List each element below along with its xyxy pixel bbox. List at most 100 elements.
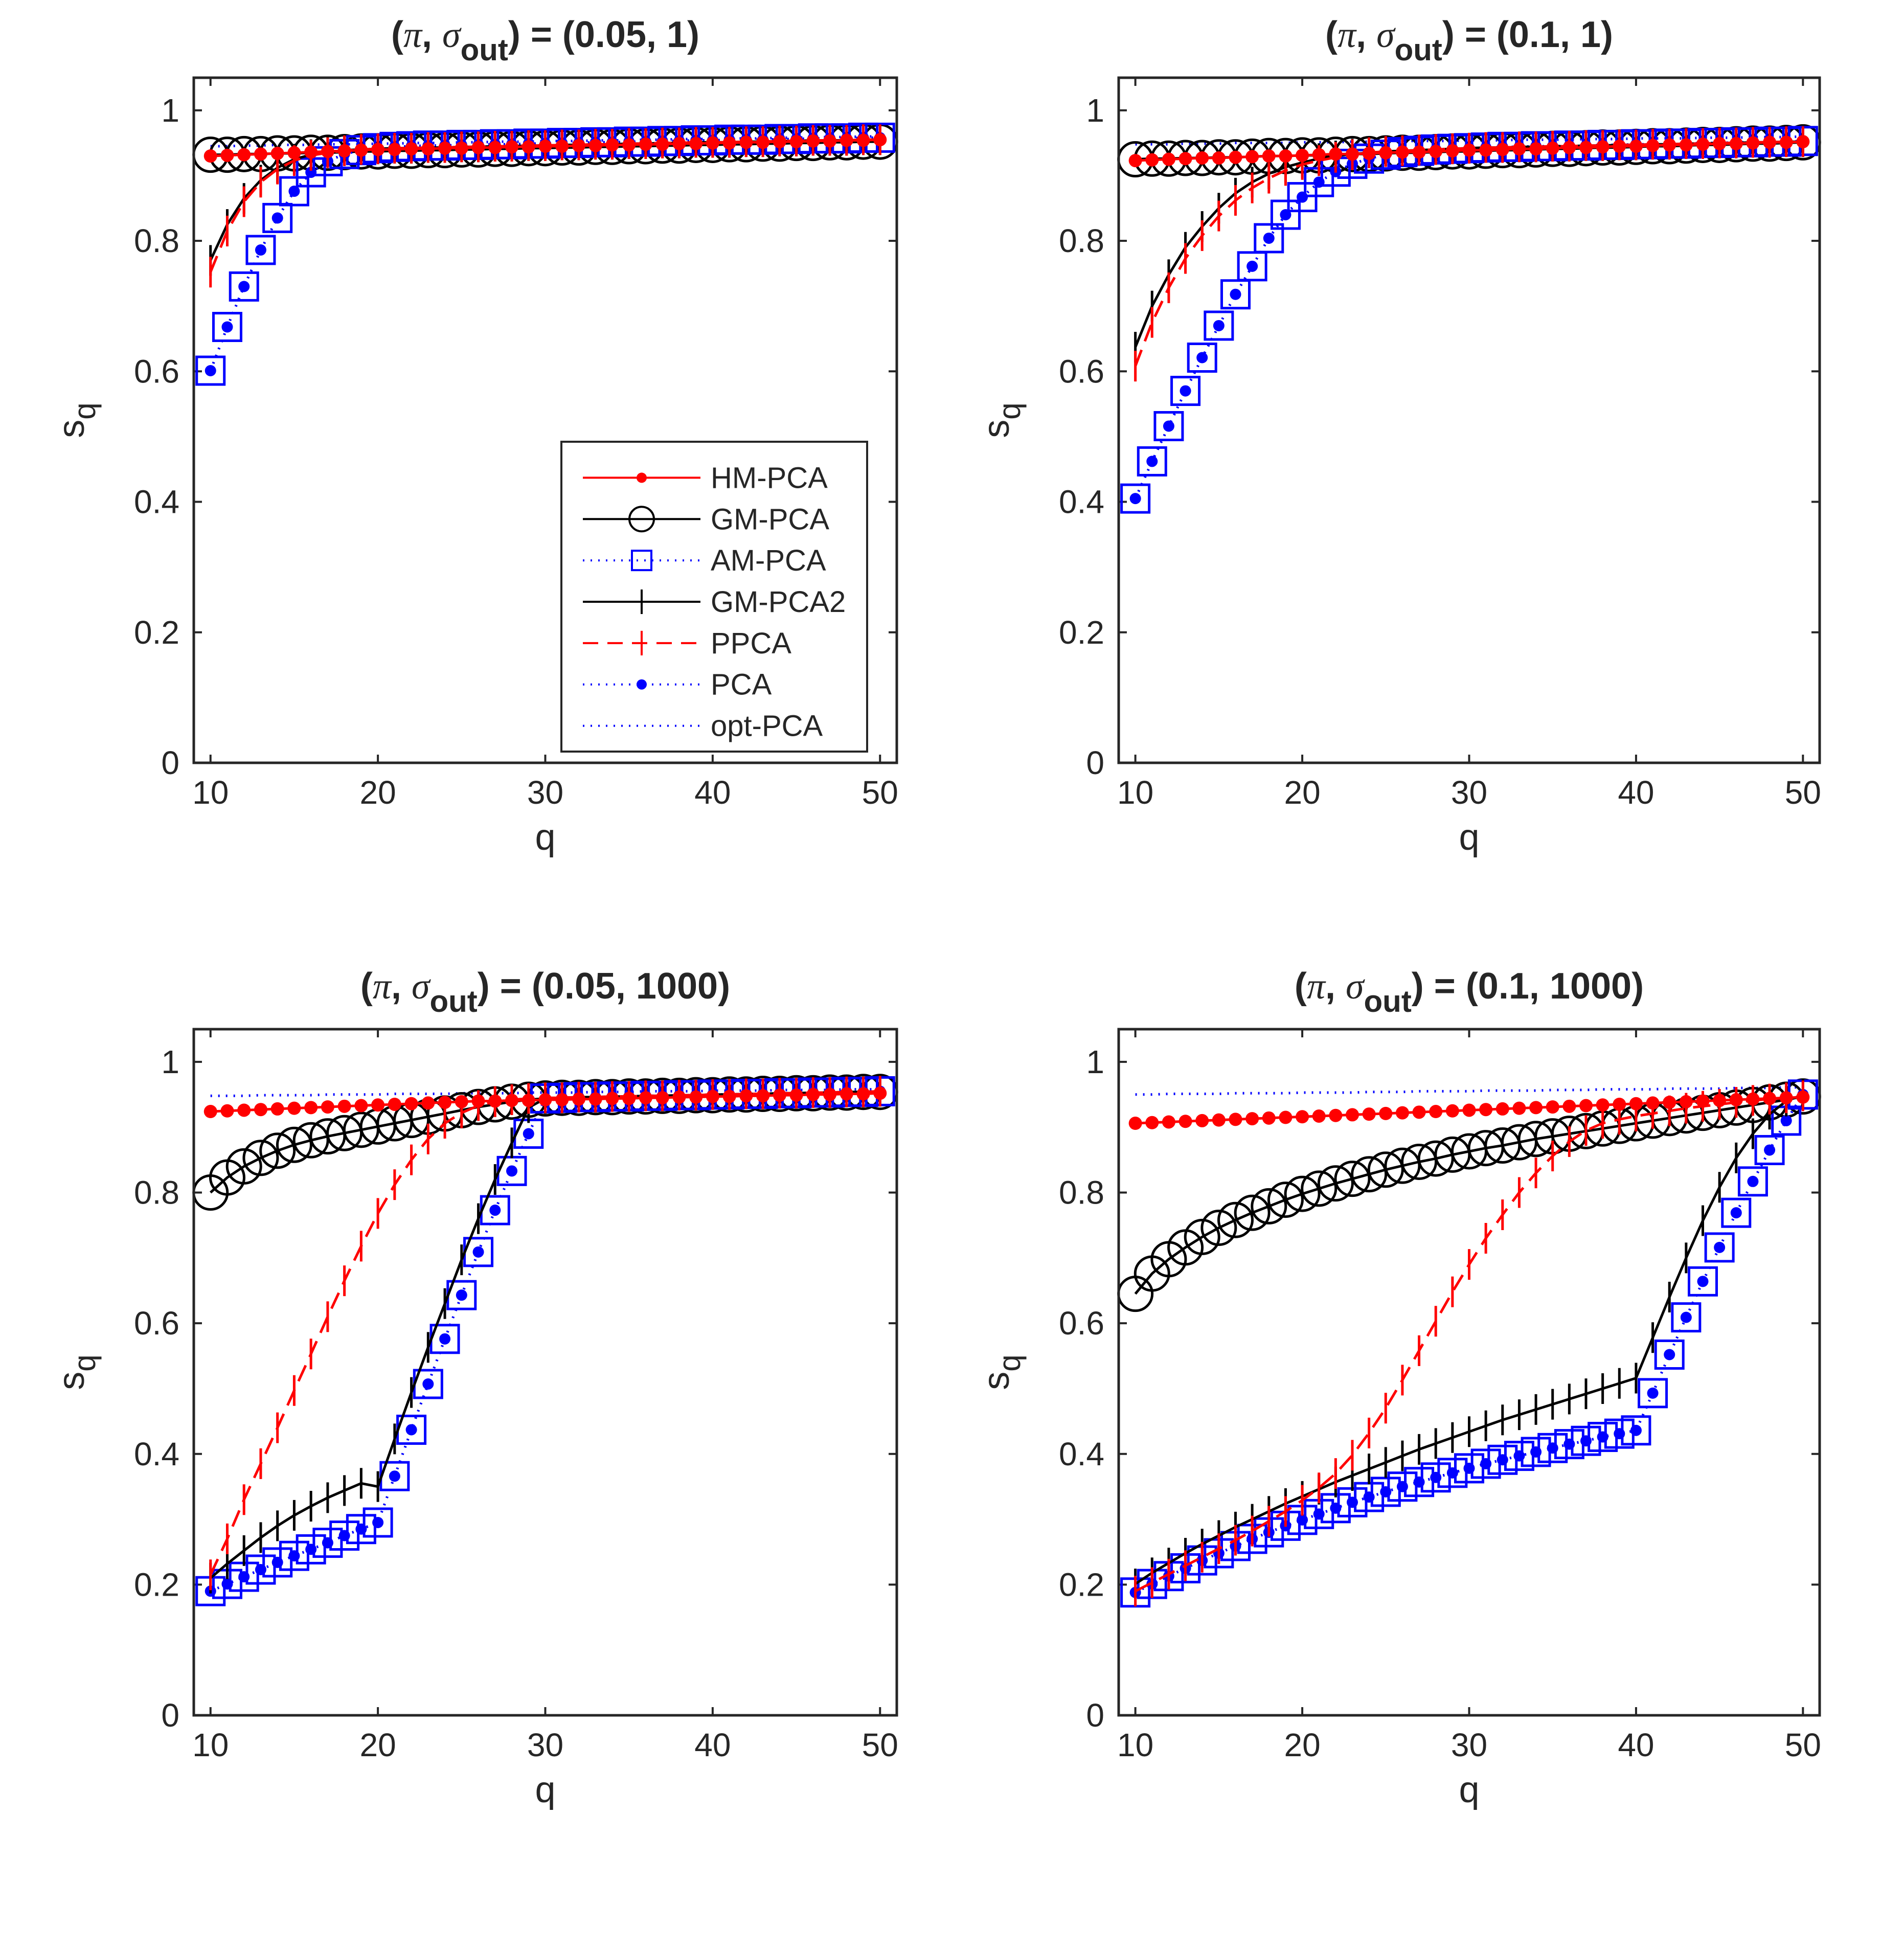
marker-dot [639,1091,652,1105]
marker-dot [1445,144,1459,157]
marker-dot [1296,148,1309,162]
marker-dot [237,148,251,162]
marker-dot [672,1090,686,1104]
marker-dot [488,141,502,154]
marker-square [245,1554,276,1585]
marker-dot [655,138,669,151]
marker-dot [1329,1108,1343,1122]
marker-dot [1262,1111,1276,1125]
title-sigma: σ [412,966,431,1007]
marker-square [1704,1232,1735,1263]
marker-dot [1462,143,1476,157]
marker-dot [238,281,250,292]
marker-dot [1629,1097,1643,1110]
y-tick-label: 0.6 [134,1305,179,1342]
legend-marker-dot [637,472,647,483]
marker-dot [1479,143,1493,157]
marker-square [1137,446,1167,477]
marker-dot [840,133,853,147]
marker-dot [622,138,636,152]
y-axis-label-main: s [51,1372,92,1390]
y-tick-label: 0.4 [134,1436,179,1472]
marker-dot [1429,1105,1443,1119]
marker-dot [840,1087,853,1101]
marker-dot [1230,288,1241,300]
title-pi: π [1338,14,1357,55]
marker-dot [1162,152,1175,166]
marker-dot [255,1563,266,1575]
marker-square [1153,411,1184,441]
title-subscript: out [1395,33,1442,67]
y-tick-label: 0.8 [1059,222,1104,259]
marker-dot [1796,1090,1810,1104]
marker-dot [588,1092,602,1106]
marker-square [1204,310,1234,341]
marker-dot [572,139,585,152]
title-values: ) = (0.05, 1000) [478,966,730,1007]
title-sigma: σ [1376,14,1396,55]
axes-box [192,76,898,764]
title-open: ( [391,14,403,55]
series-pca [1129,1088,1809,1598]
title-sigma: σ [442,14,462,55]
marker-dot [1180,385,1191,397]
marker-dot [472,1246,484,1258]
marker-square [262,202,293,233]
marker-dot [220,148,234,162]
y-tick-label: 0.6 [1059,353,1104,390]
marker-square [362,1507,393,1538]
x-tick-label: 20 [1284,774,1320,811]
legend-label: AM-PCA [711,544,826,577]
marker-dot [438,141,452,155]
marker-dot [1279,149,1293,163]
marker-dot [304,1101,318,1115]
marker-dot [1429,145,1443,158]
marker-dot [271,212,283,224]
marker-dot [773,1088,786,1102]
marker-dot [438,1096,452,1109]
marker-dot [1212,1113,1226,1127]
legend-marker-circle [628,506,655,533]
marker-dot [1178,152,1192,166]
plot-area [194,1029,897,1715]
legend-label: GM-PCA [711,503,829,536]
marker-dot [1497,1454,1508,1466]
marker-circle [1200,1210,1237,1246]
x-tick-label: 50 [862,774,898,811]
marker-dot [1629,140,1643,153]
marker-dot [1296,1110,1309,1124]
title-pi: π [403,14,423,55]
marker-dot [421,142,435,156]
marker-square [329,1521,360,1551]
legend-label: HM-PCA [711,461,828,494]
marker-dot [322,1537,333,1549]
marker-dot [1730,1207,1742,1219]
series-hm-pca [1128,135,1810,168]
y-axis-label-subscript: q [67,402,102,419]
marker-dot [1513,1450,1525,1462]
marker-dot [1529,142,1543,156]
marker-dot [1128,1117,1142,1130]
marker-dot [238,1571,250,1583]
marker-dot [1363,1491,1375,1503]
marker-dot [689,1090,703,1104]
x-tick-label: 10 [1117,1727,1153,1763]
marker-dot [1195,1114,1209,1127]
marker-circle [1217,1201,1254,1238]
marker-dot [1163,420,1174,432]
marker-square [1754,1135,1785,1165]
marker-dot [1347,1496,1358,1508]
marker-dot [1379,146,1393,160]
marker-dot [338,1530,350,1541]
marker-square [229,271,259,302]
marker-circle [276,1126,312,1163]
marker-circle [1317,1165,1354,1202]
y-tick-label: 0.8 [134,222,179,259]
marker-dot [1445,1104,1459,1118]
marker-dot [404,1097,418,1110]
x-tick-label: 10 [192,1727,229,1763]
marker-dot [1696,1094,1710,1108]
marker-dot [789,1088,803,1102]
y-tick-label: 0.6 [1059,1305,1104,1342]
marker-dot [1563,1438,1575,1450]
